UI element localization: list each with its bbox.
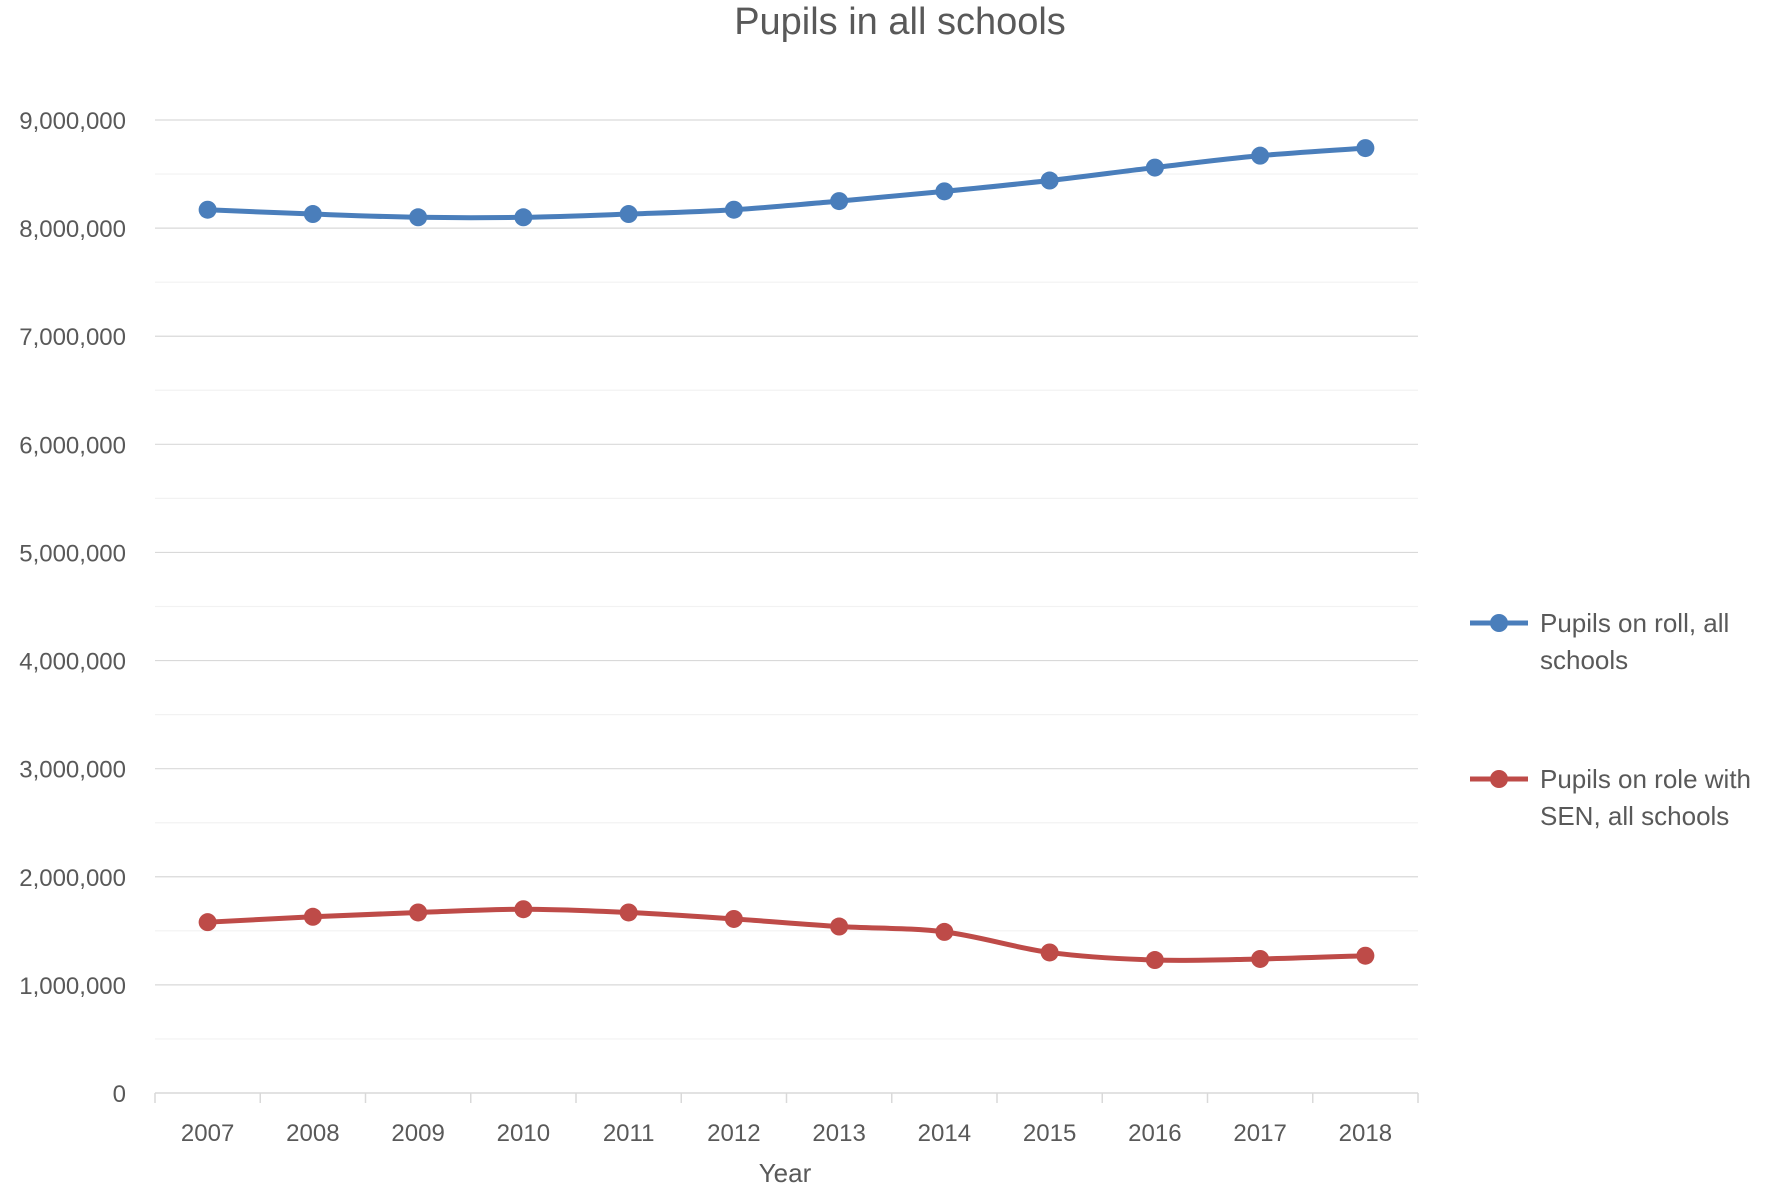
legend-label: Pupils on roll, all [1540, 608, 1729, 638]
data-point [1040, 943, 1059, 962]
x-tick-label: 2011 [603, 1120, 655, 1147]
data-point [1251, 949, 1270, 968]
y-tick-label: 8,000,000 [19, 216, 126, 243]
y-tick-label: 2,000,000 [19, 865, 126, 892]
data-point [303, 907, 322, 926]
data-point [1356, 946, 1375, 965]
data-point [619, 205, 638, 224]
y-tick-label: 9,000,000 [19, 108, 126, 135]
data-point [514, 900, 533, 919]
y-tick-label: 7,000,000 [19, 324, 126, 351]
gridlines [155, 119, 1418, 1040]
data-point [935, 182, 954, 201]
data-point [935, 922, 954, 941]
chart-title: Pupils in all schools [734, 1, 1066, 43]
y-tick-label: 4,000,000 [19, 649, 126, 676]
data-point [1145, 951, 1164, 970]
x-tick-label: 2018 [1339, 1120, 1392, 1147]
x-tick-label: 2010 [497, 1120, 550, 1147]
data-point [514, 208, 533, 227]
data-point [1145, 158, 1164, 177]
data-point [724, 909, 743, 928]
y-tick-label: 1,000,000 [19, 973, 126, 1000]
legend-label: schools [1540, 645, 1628, 675]
series-line-0 [205, 145, 1368, 221]
x-tick-label: 2007 [181, 1120, 234, 1147]
x-tick-label: 2014 [918, 1120, 971, 1147]
legend-marker-1 [1490, 770, 1508, 788]
y-axis: 0 1,000,000 2,000,000 3,000,000 4,000,000 5,0… [19, 108, 126, 1108]
data-point [830, 917, 849, 936]
legend-label: Pupils on role with [1540, 764, 1751, 794]
data-point [409, 903, 428, 922]
data-point [1356, 139, 1375, 158]
x-tick-label: 2008 [286, 1120, 339, 1147]
y-tick-label: 0 [113, 1081, 126, 1108]
x-axis: 2007 2008 2009 2010 2011 2012 2013 2014 2015 2016… [154, 1092, 1419, 1147]
data-point [1040, 171, 1059, 190]
x-tick-label: 2016 [1128, 1120, 1181, 1147]
series-layer [198, 139, 1375, 970]
series-line-1 [205, 906, 1368, 963]
y-tick-label: 5,000,000 [19, 540, 126, 567]
y-tick-label: 3,000,000 [19, 757, 126, 784]
x-tick-label: 2017 [1233, 1120, 1286, 1147]
x-tick-label: 2009 [391, 1120, 444, 1147]
data-point [303, 205, 322, 224]
legend-label: SEN, all schools [1540, 801, 1729, 831]
data-point [724, 200, 743, 219]
x-tick-label: 2015 [1023, 1120, 1076, 1147]
x-tick-label: 2013 [812, 1120, 865, 1147]
legend-marker-0 [1490, 614, 1508, 632]
data-point [409, 208, 428, 227]
y-tick-label: 6,000,000 [19, 432, 126, 459]
data-point [1251, 146, 1270, 165]
data-point [830, 192, 849, 211]
data-point [198, 913, 217, 932]
legend: Pupils on roll, all schools Pupils on role… [1470, 608, 1751, 831]
data-point [198, 200, 217, 219]
x-tick-label: 2012 [707, 1120, 760, 1147]
x-axis-title: Year [759, 1158, 812, 1188]
data-point [619, 903, 638, 922]
